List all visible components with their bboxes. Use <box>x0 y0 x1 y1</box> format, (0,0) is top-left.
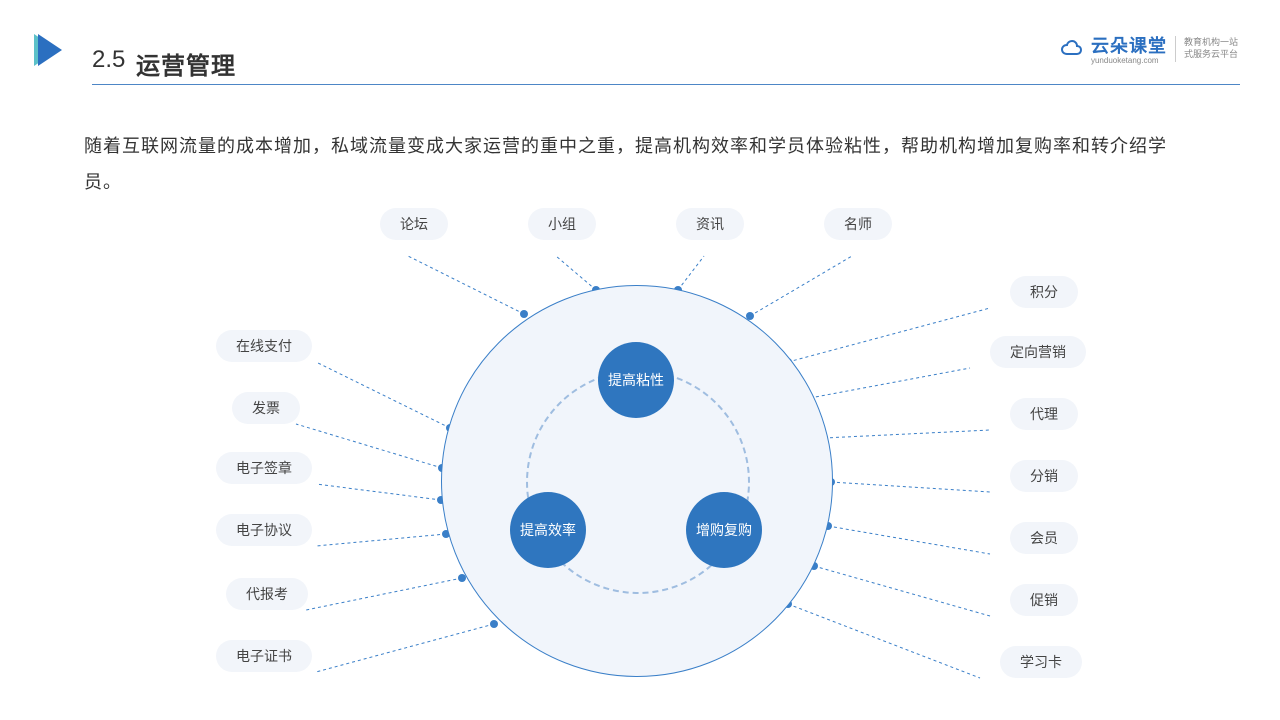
logo-text: 云朵课堂 <box>1091 32 1167 58</box>
cloud-icon <box>1059 39 1087 59</box>
title-underline <box>92 84 1240 85</box>
pill-left: 电子证书 <box>216 640 312 672</box>
logo-tagline: 教育机构一站 式服务云平台 <box>1184 37 1238 60</box>
hub-repurchase: 增购复购 <box>687 493 761 567</box>
operations-diagram: 提高粘性提高效率 增购复购 论坛 小组 资讯 名师在线支付发票电子签章电子协议代报考电子证… <box>0 0 1280 720</box>
pill-right: 积分 <box>1010 276 1078 308</box>
hub-sticky: 提高粘性 <box>599 343 673 417</box>
pill-top: 名师 <box>824 208 892 240</box>
pill-top: 资讯 <box>676 208 744 240</box>
pill-left: 电子签章 <box>216 452 312 484</box>
outer-circle <box>441 285 833 677</box>
logo-divider <box>1175 36 1176 62</box>
lead-paragraph: 随着互联网流量的成本增加，私域流量变成大家运营的重中之重，提高机构效率和学员体验… <box>84 128 1196 200</box>
connector-layer <box>0 0 1280 720</box>
pill-right: 促销 <box>1010 584 1078 616</box>
inner-dash-circle <box>526 370 750 594</box>
pill-right: 学习卡 <box>1000 646 1082 678</box>
pill-left: 发票 <box>232 392 300 424</box>
pill-right: 定向营销 <box>990 336 1086 368</box>
pill-left: 代报考 <box>226 578 308 610</box>
pill-top: 小组 <box>528 208 596 240</box>
logo-subtext: yunduoketang.com <box>1091 56 1167 65</box>
hub-efficient: 提高效率 <box>511 493 585 567</box>
pill-right: 分销 <box>1010 460 1078 492</box>
pill-right: 会员 <box>1010 522 1078 554</box>
section-title: 运营管理 <box>136 46 236 81</box>
section-number: 2.5 <box>92 46 125 74</box>
pill-top: 论坛 <box>380 208 448 240</box>
pill-right: 代理 <box>1010 398 1078 430</box>
pill-left: 在线支付 <box>216 330 312 362</box>
brand-logo: 云朵课堂 yunduoketang.com 教育机构一站 式服务云平台 <box>1059 32 1238 65</box>
pill-left: 电子协议 <box>216 514 312 546</box>
